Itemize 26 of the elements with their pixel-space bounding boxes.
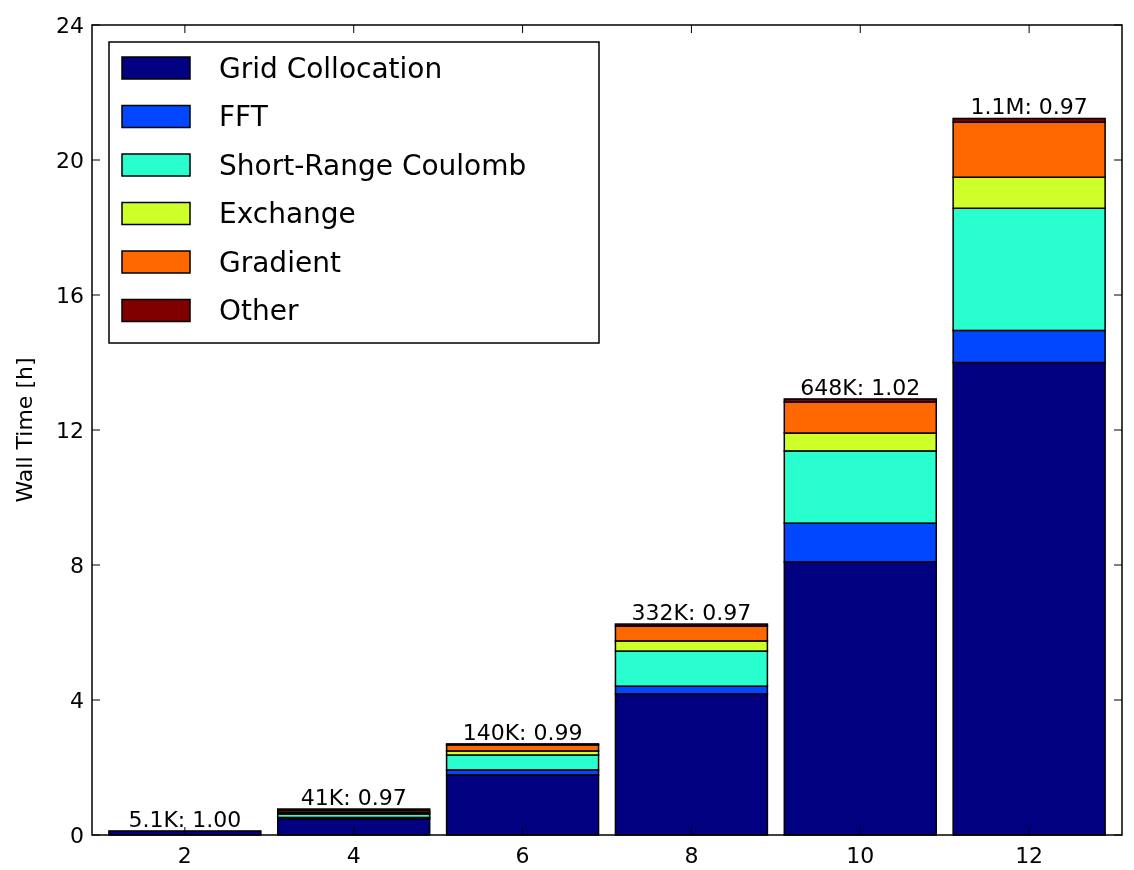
x-tick-label: 8: [684, 843, 699, 868]
x-tick-label: 4: [346, 843, 361, 868]
annotation: 648K: 1.02: [800, 374, 921, 400]
annotation: 41K: 0.97: [300, 785, 407, 811]
legend-label: Exchange: [219, 197, 356, 231]
x-tick-label: 6: [515, 843, 530, 868]
legend-label: Gradient: [219, 245, 341, 279]
x-tick-label: 12: [1015, 843, 1044, 868]
legend-label: FFT: [219, 100, 269, 134]
x-tick-label: 2: [177, 843, 192, 868]
y-tick-label: 0: [70, 822, 84, 848]
annotation: 1.1M: 0.97: [970, 94, 1088, 120]
y-tick-label: 8: [70, 552, 84, 578]
annotation: 5.1K: 1.00: [128, 806, 242, 832]
y-tick-label: 24: [56, 12, 84, 38]
y-tick-label: 20: [56, 147, 84, 173]
annotation: 332K: 0.97: [631, 600, 752, 626]
legend-label: Other: [219, 294, 299, 328]
legend-label: Short-Range Coulomb: [219, 148, 527, 182]
y-axis-title: Wall Time [h]: [12, 357, 37, 503]
y-tick-label: 16: [56, 282, 84, 308]
x-tick-label: 10: [846, 843, 875, 868]
annotation: 140K: 0.99: [462, 719, 583, 745]
y-tick-label: 12: [56, 417, 84, 443]
legend-label: Grid Collocation: [219, 51, 443, 85]
y-tick-label: 4: [70, 687, 84, 713]
